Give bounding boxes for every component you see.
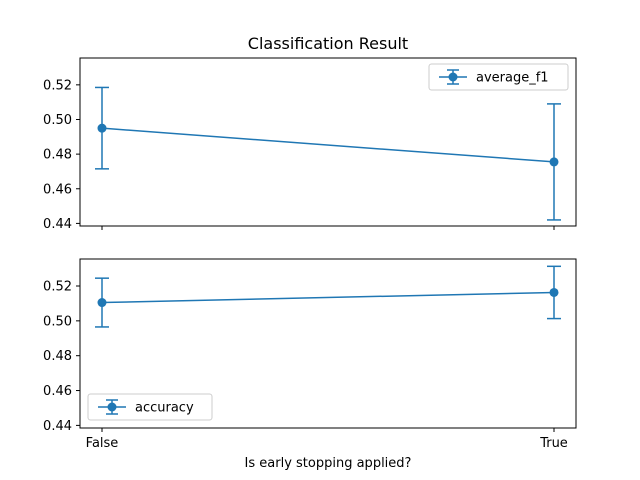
y-tick-label: 0.48 (43, 148, 72, 163)
legend: average_f1 (428, 63, 569, 91)
y-tick-label: 0.50 (43, 113, 72, 128)
subplots: 0.440.460.480.500.52average_f10.440.460.… (43, 57, 577, 451)
series-average_f1 (95, 86, 561, 221)
data-point (97, 123, 107, 133)
y-tick-label: 0.44 (43, 419, 72, 434)
y-tick-label: 0.46 (43, 182, 72, 197)
legend-marker (448, 72, 458, 82)
axes-frame (79, 258, 577, 429)
legend: accuracy (87, 393, 213, 421)
y-tick-label: 0.50 (43, 314, 72, 329)
legend-label: accuracy (135, 401, 194, 416)
axes-frame (79, 57, 577, 227)
data-point (549, 157, 559, 167)
legend-marker (107, 402, 117, 412)
chart-title: Classification Result (248, 34, 408, 53)
legend-box (87, 393, 213, 421)
x-axis-label: Is early stopping applied? (245, 456, 412, 471)
subplot-2: 0.44 0.46 0.48 0.50 0.52 False True accuracy (43, 258, 577, 451)
y-tick-label: 0.52 (43, 78, 72, 93)
legend-label: average_f1 (476, 71, 549, 86)
x-tick-label: True (539, 436, 568, 451)
y-tick-label: 0.46 (43, 384, 72, 399)
legend-box (428, 63, 569, 91)
x-tick-label: False (86, 436, 119, 451)
y-tick-label: 0.44 (43, 217, 72, 232)
data-point (549, 287, 559, 297)
data-point (97, 298, 107, 308)
y-tick-label: 0.48 (43, 349, 72, 364)
series-line (101, 127, 555, 163)
y-tick-label: 0.52 (43, 280, 72, 295)
series-accuracy (95, 265, 561, 328)
series-line (101, 291, 555, 304)
subplot-1: 0.44 0.46 0.48 0.50 0.52 average_f1 (43, 57, 577, 232)
